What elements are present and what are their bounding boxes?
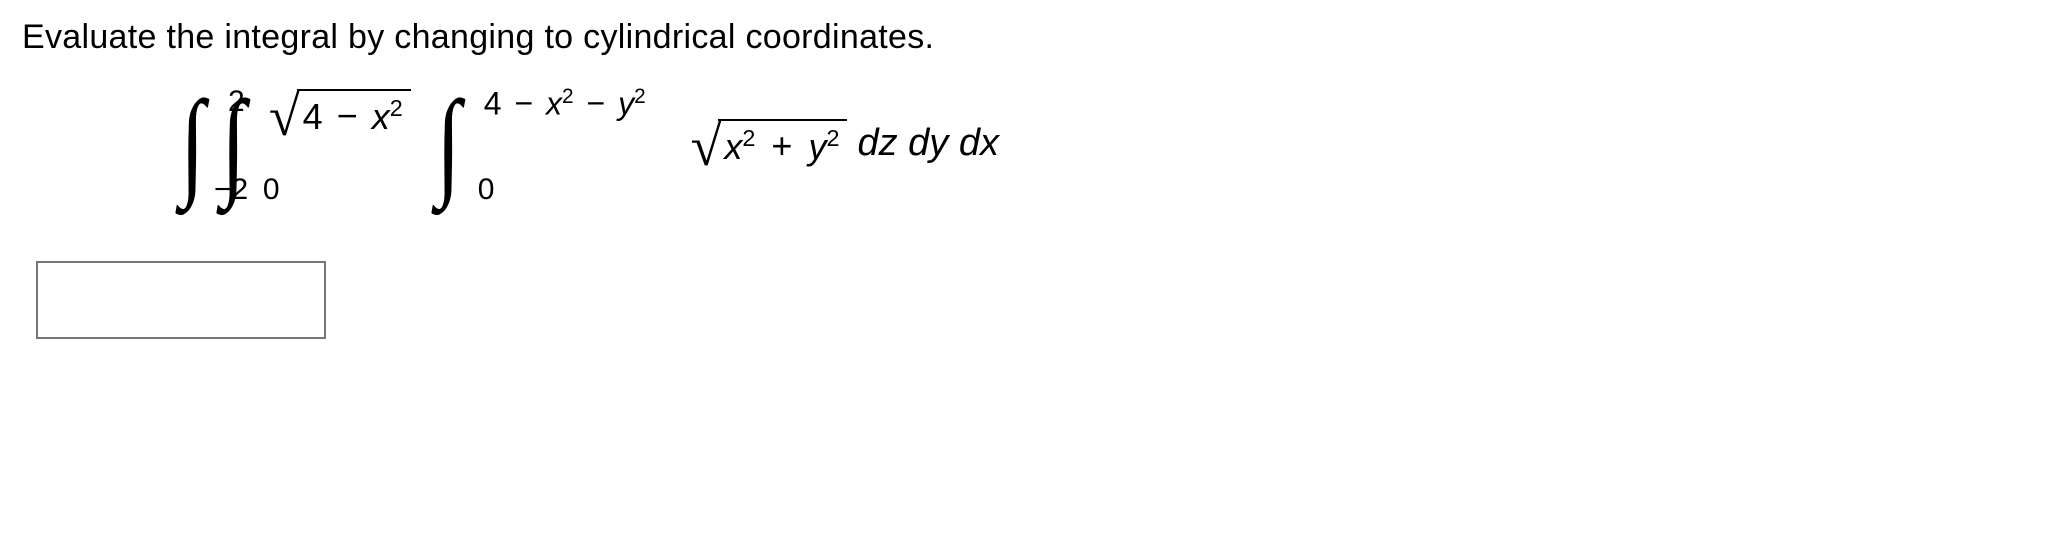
sqrt-icon: √ 4 − x2: [269, 85, 411, 141]
integral-sign-icon: ∫: [436, 95, 461, 191]
prompt-text: Evaluate the integral by changing to cyl…: [22, 18, 2024, 57]
differentials: dz dy dx: [857, 122, 999, 165]
answer-input[interactable]: [36, 261, 326, 339]
problem-page: Evaluate the integral by changing to cyl…: [0, 0, 2046, 357]
integral-sign-icon: ∫: [221, 95, 246, 191]
outer-integral: ∫ 2 −2: [182, 95, 203, 191]
inner-upper-limit: 4 − x2 − y2: [484, 85, 646, 122]
middle-upper-limit: √ 4 − x2: [269, 85, 411, 141]
middle-lower-limit: 0: [263, 173, 280, 207]
triple-integral-expression: ∫ 2 −2 ∫ √ 4 − x2 0 ∫: [182, 95, 2024, 191]
inner-integral: ∫ 4 − x2 − y2 0: [438, 95, 459, 191]
integral-sign-icon: ∫: [180, 95, 205, 191]
inner-lower-limit: 0: [478, 173, 495, 207]
middle-integral: ∫ √ 4 − x2 0: [223, 95, 244, 191]
sqrt-icon: √ x2 + y2: [691, 115, 848, 171]
integrand: √ x2 + y2: [691, 115, 848, 171]
